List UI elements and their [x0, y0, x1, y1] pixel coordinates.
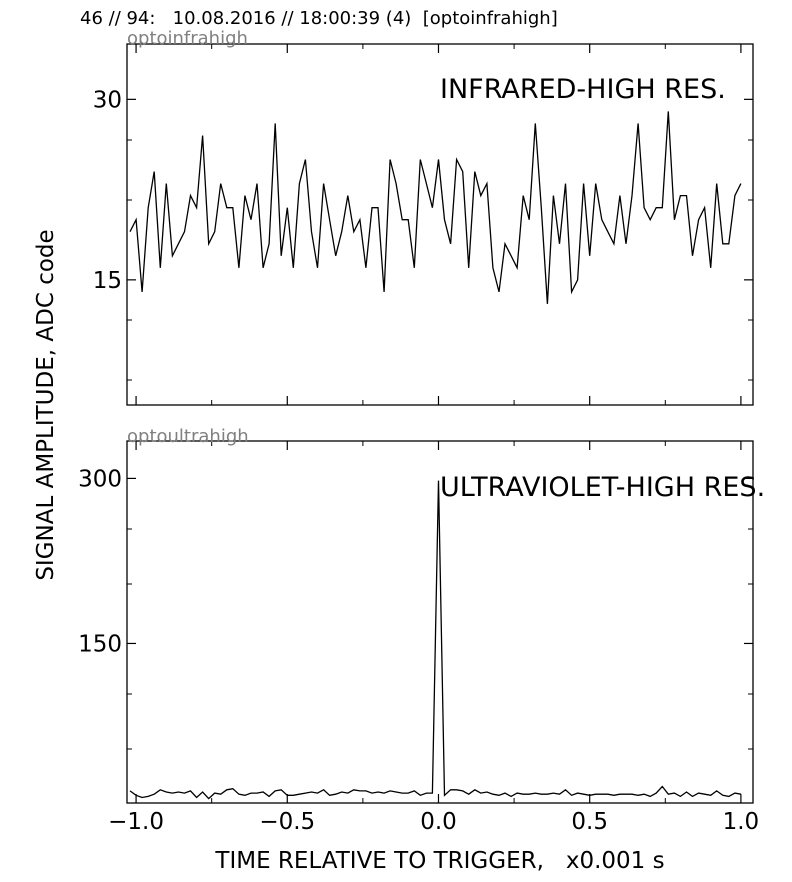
series-line	[129, 111, 742, 304]
plot-frame	[126, 440, 754, 804]
panel-title: INFRARED-HIGH RES.	[440, 74, 726, 105]
chart-header: 46 // 94: 10.08.2016 // 18:00:39 (4) [op…	[80, 8, 558, 29]
x-tick-label: 0.0	[420, 809, 457, 835]
channel-label: optoultrahigh	[127, 426, 249, 447]
plot-frame	[126, 43, 754, 406]
x-tick-label: −0.5	[259, 809, 315, 835]
channel-label: optoinfrahigh	[127, 28, 248, 49]
y-tick-label: 30	[93, 87, 122, 113]
x-axis-label: TIME RELATIVE TO TRIGGER, x0.001 s	[215, 848, 665, 874]
series-line	[129, 480, 742, 800]
infrared-panel: 30 15 optoinfrahigh INFRARED-HIGH RES.	[93, 28, 754, 406]
ultraviolet-panel: 300 150 −1.0 −0.5 0.0 0.5 1.0 optoultrahigh ULTR…	[78, 426, 765, 835]
x-tick-label: −1.0	[108, 809, 164, 835]
x-tick-label: 0.5	[571, 809, 608, 835]
y-tick-label: 300	[78, 466, 122, 492]
x-tick-label: 1.0	[723, 809, 760, 835]
panel-title: ULTRAVIOLET-HIGH RES.	[440, 472, 765, 503]
y-tick-label: 15	[93, 268, 122, 294]
y-tick-label: 150	[78, 631, 122, 657]
